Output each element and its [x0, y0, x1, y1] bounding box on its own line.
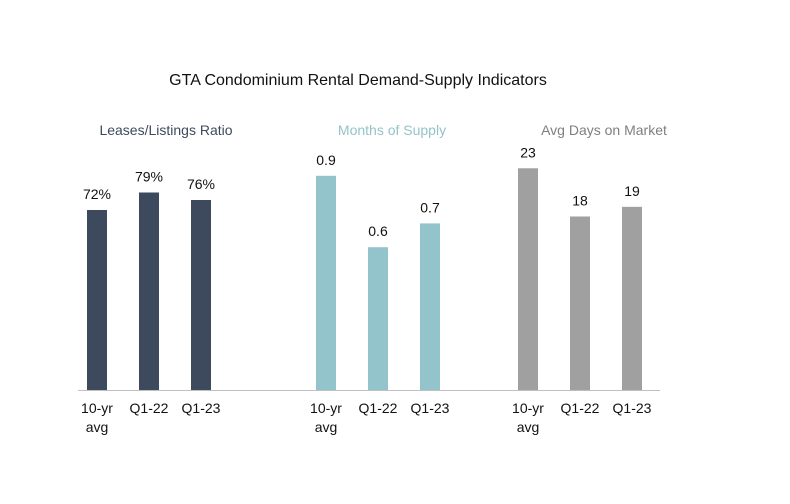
- data-label: 0.6: [368, 223, 388, 239]
- bar-2-1: [316, 175, 336, 390]
- chart-title: GTA Condominium Rental Demand-Supply Ind…: [169, 72, 547, 89]
- data-label: 18: [572, 192, 588, 208]
- panel-3: Avg Days on Market 23 10-yr avg 18 Q1-22 19 Q1-…: [512, 122, 667, 435]
- data-label: 72%: [83, 186, 111, 202]
- tick-label: Q1-23: [613, 400, 652, 416]
- bar-1-3: [191, 200, 211, 390]
- data-label: 76%: [187, 176, 215, 192]
- panel-title: Leases/Listings Ratio: [99, 122, 232, 138]
- tick-label: avg: [86, 419, 109, 435]
- tick-label: Q1-23: [182, 400, 221, 416]
- tick-label: Q1-22: [359, 400, 398, 416]
- bar-1-2: [139, 192, 159, 390]
- tick-label: 10-yr: [310, 400, 342, 416]
- tick-label: avg: [517, 419, 540, 435]
- bar-2-2: [368, 247, 388, 390]
- data-label: 79%: [135, 169, 163, 185]
- data-label: 23: [520, 144, 536, 160]
- tick-label: Q1-23: [411, 400, 450, 416]
- panel-title: Months of Supply: [338, 122, 446, 138]
- bar-3-1: [518, 168, 538, 390]
- bar-3-3: [622, 206, 642, 390]
- data-label: 0.9: [316, 152, 336, 168]
- bar-1-1: [87, 210, 107, 390]
- data-label: 0.7: [420, 199, 440, 215]
- tick-label: 10-yr: [81, 400, 113, 416]
- tick-label: avg: [315, 419, 338, 435]
- tick-label: 10-yr: [512, 400, 544, 416]
- bar-3-2: [570, 216, 590, 390]
- panels: Leases/Listings Ratio 72% 10-yr avg 79% Q1-22…: [81, 122, 667, 435]
- panel-title: Avg Days on Market: [541, 122, 667, 138]
- data-label: 19: [624, 183, 640, 199]
- panel-1: Leases/Listings Ratio 72% 10-yr avg 79% Q1-22…: [81, 122, 233, 435]
- bar-2-3: [420, 223, 440, 390]
- tick-label: Q1-22: [561, 400, 600, 416]
- tick-label: Q1-22: [130, 400, 169, 416]
